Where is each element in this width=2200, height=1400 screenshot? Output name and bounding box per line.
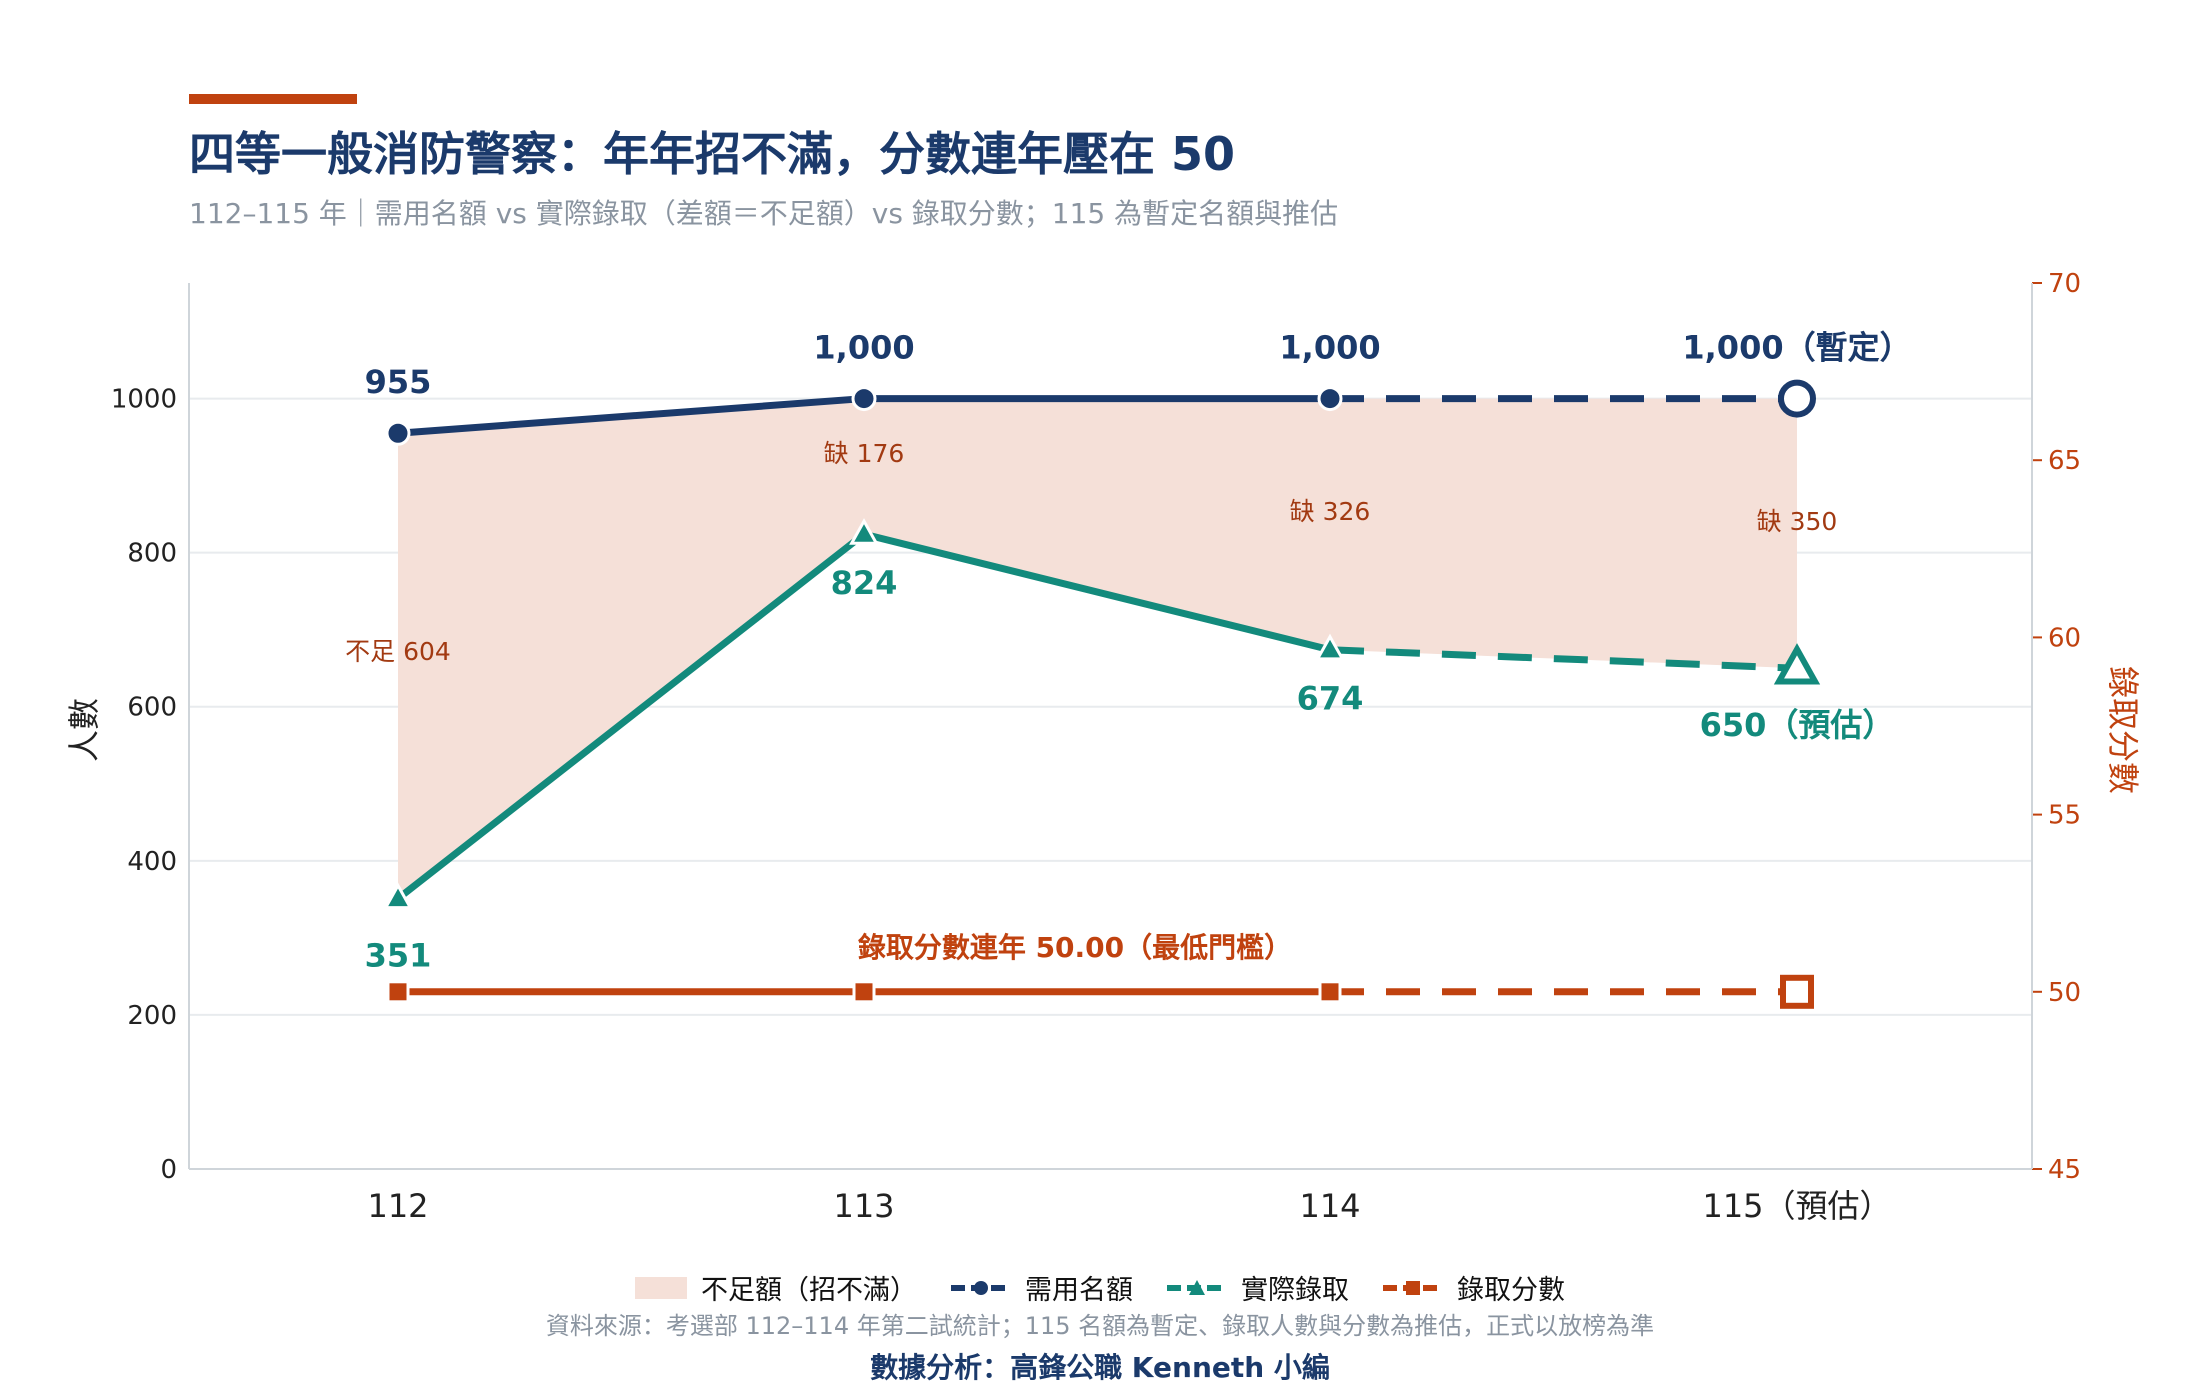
axes: 0 200 400 600 800 1000 45 50 55 60 65 70 112 113 114 11… bbox=[111, 269, 2081, 1225]
x-tick-label: 115（預估） bbox=[1702, 1187, 1891, 1225]
shortfall-label: 缺 176 bbox=[824, 439, 905, 468]
legend-label-score: 錄取分數 bbox=[1457, 1275, 1565, 1306]
score-marker bbox=[386, 980, 410, 1004]
legend-item-admitted: 實際錄取 bbox=[1167, 1268, 1349, 1307]
y-left-tick-label: 800 bbox=[127, 539, 177, 569]
score-marker bbox=[852, 980, 876, 1004]
demand-data-label: 1,000 bbox=[1279, 329, 1380, 367]
y-left-tick-label: 0 bbox=[160, 1155, 177, 1185]
admitted-marker bbox=[383, 882, 413, 910]
legend-item-shortfall: 不足額（招不滿） bbox=[635, 1268, 917, 1307]
y-axis-right-label: 錄取分數 bbox=[2104, 666, 2142, 794]
demand-marker bbox=[1317, 386, 1343, 412]
series-markers bbox=[383, 379, 1821, 1009]
legend: 不足額（招不滿） 需用名額 實際錄取 錄取分數 bbox=[0, 1268, 2200, 1307]
y-right-tick-label: 60 bbox=[2048, 623, 2081, 653]
y-right-tick-label: 65 bbox=[2048, 446, 2081, 476]
admitted-marker bbox=[849, 518, 879, 545]
legend-item-score: 錄取分數 bbox=[1383, 1268, 1565, 1307]
demand-marker bbox=[851, 386, 877, 412]
demand-data-label: 955 bbox=[365, 363, 432, 401]
chart-subtitle: 112–115 年｜需用名額 vs 實際錄取（差額＝不足額）vs 錄取分數；11… bbox=[189, 197, 1339, 230]
admitted-data-label: 674 bbox=[1297, 680, 1364, 718]
score-marker bbox=[1780, 974, 1814, 1009]
source-note: 資料來源：考選部 112–114 年第二試統計；115 名額為暫定、錄取人數與分… bbox=[545, 1312, 1655, 1340]
x-tick-label: 112 bbox=[367, 1187, 428, 1225]
legend-swatch-demand bbox=[951, 1280, 1011, 1295]
x-tick-label: 113 bbox=[833, 1187, 894, 1225]
admitted-data-label: 650（預估） bbox=[1700, 706, 1895, 744]
x-tick-label: 114 bbox=[1299, 1187, 1360, 1225]
legend-label-demand: 需用名額 bbox=[1025, 1275, 1133, 1306]
demand-data-label: 1,000 bbox=[813, 329, 914, 367]
demand-marker bbox=[385, 420, 411, 446]
legend-swatch-shortfall bbox=[635, 1276, 687, 1299]
y-right-tick-label: 55 bbox=[2048, 801, 2081, 831]
legend-swatch-score bbox=[1383, 1280, 1443, 1295]
y-right-tick-label: 70 bbox=[2048, 269, 2081, 299]
y-left-tick-label: 600 bbox=[127, 693, 177, 723]
demand-data-label: 1,000（暫定） bbox=[1682, 329, 1911, 367]
demand-marker bbox=[1778, 379, 1816, 418]
y-left-tick-label: 1000 bbox=[111, 385, 177, 415]
legend-item-demand: 需用名額 bbox=[951, 1268, 1133, 1307]
legend-label-admitted: 實際錄取 bbox=[1241, 1275, 1349, 1306]
y-axis-left-label: 人數 bbox=[65, 698, 103, 762]
legend-label-shortfall: 不足額（招不滿） bbox=[701, 1275, 917, 1306]
admitted-data-label: 824 bbox=[831, 564, 898, 602]
y-right-tick-label: 50 bbox=[2048, 978, 2081, 1008]
chart-title: 四等一般消防警察：年年招不滿，分數連年壓在 50 bbox=[189, 127, 1236, 181]
y-right-tick-label: 45 bbox=[2048, 1155, 2081, 1185]
shortfall-label: 缺 350 bbox=[1757, 507, 1838, 536]
data-labels: 955 1,000 1,000 1,000（暫定） 351 824 674 650（預估） 不足… bbox=[345, 329, 1911, 975]
score-marker bbox=[1318, 980, 1342, 1004]
shortfall-label: 缺 326 bbox=[1290, 497, 1371, 526]
shortfall-area bbox=[398, 398, 1797, 899]
y-left-tick-label: 200 bbox=[127, 1001, 177, 1031]
score-annotation: 錄取分數連年 50.00（最低門檻） bbox=[858, 931, 1292, 964]
y-left-tick-label: 400 bbox=[127, 847, 177, 877]
credit-line: 數據分析：高鋒公職 Kenneth 小編 bbox=[870, 1351, 1330, 1384]
series-line-projected bbox=[1329, 646, 1798, 672]
admitted-marker bbox=[1315, 633, 1345, 661]
title-accent-bar bbox=[189, 94, 357, 104]
legend-swatch-admitted bbox=[1167, 1279, 1227, 1295]
admitted-marker bbox=[1773, 643, 1821, 685]
admitted-data-label: 351 bbox=[365, 937, 432, 975]
shortfall-label: 不足 604 bbox=[345, 637, 451, 666]
